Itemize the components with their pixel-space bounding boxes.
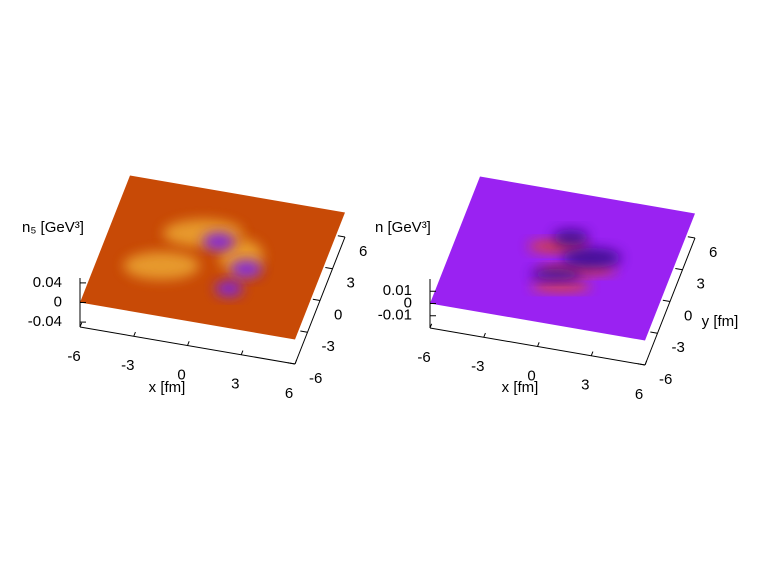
- y-tick-label: -6: [659, 371, 672, 388]
- surface-feature: [214, 280, 243, 297]
- surface: [80, 175, 345, 340]
- surface-feature: [123, 251, 200, 280]
- x-tick: [79, 322, 83, 328]
- y-tick-label: 6: [359, 243, 367, 260]
- y-tick: [687, 236, 696, 239]
- y-tick-label: 6: [709, 244, 717, 261]
- y-tick-label: -3: [322, 338, 335, 355]
- x-tick-label: 0: [527, 367, 535, 384]
- z-tick-label: 0: [404, 294, 412, 311]
- x-tick: [483, 332, 486, 338]
- y-tick-label: 3: [347, 275, 355, 292]
- y-tick-label: 0: [684, 307, 692, 324]
- x-tick-label: -6: [417, 349, 430, 366]
- surface-plane: [80, 175, 345, 340]
- y-tick-label: 0: [334, 306, 342, 323]
- z-tick-label: -0.01: [378, 307, 412, 324]
- y-tick-label: 3: [697, 276, 705, 293]
- x-axis-label: x [fm]: [149, 379, 186, 396]
- x-tick-label: 3: [231, 376, 239, 393]
- x-tick-label: 6: [285, 385, 293, 402]
- surface-features: [123, 219, 264, 297]
- x-tick: [429, 323, 433, 329]
- z-tick-label: -0.04: [28, 313, 62, 330]
- surface: [430, 176, 695, 341]
- surface-feature: [552, 229, 589, 246]
- y-tick: [325, 267, 333, 270]
- surface-feature: [530, 268, 583, 281]
- z-tick-label: 0.04: [33, 274, 62, 291]
- y-tick: [287, 362, 296, 365]
- surface-feature: [202, 232, 235, 251]
- x-axis-label: x [fm]: [502, 379, 539, 396]
- surface-features: [527, 229, 622, 292]
- y-tick: [312, 298, 321, 301]
- y-tick: [300, 330, 308, 333]
- x-tick: [537, 342, 540, 347]
- x-tick: [590, 351, 594, 356]
- x-tick-label: 0: [177, 366, 185, 383]
- x-tick-label: -3: [121, 357, 134, 374]
- x-tick: [644, 360, 648, 366]
- y-tick: [675, 268, 683, 271]
- y-tick: [650, 331, 658, 334]
- x-tick-label: -3: [471, 358, 484, 375]
- surface-feature: [230, 259, 263, 278]
- z-axis-label: n₅ [GeV³]: [22, 219, 84, 236]
- x-tick: [133, 331, 136, 337]
- y-axis-label: y [fm]: [702, 313, 739, 330]
- z-tick-label: 0: [54, 293, 62, 310]
- x-tick: [187, 341, 190, 346]
- y-tick: [662, 299, 671, 302]
- y-tick-label: -6: [309, 370, 322, 387]
- x-tick: [294, 359, 298, 365]
- x-tick-label: 3: [581, 377, 589, 394]
- surface-feature: [561, 247, 622, 268]
- x-tick-label: -6: [67, 348, 80, 365]
- z-axis-label: n [GeV³]: [375, 219, 431, 236]
- x-tick-label: 6: [635, 386, 643, 403]
- z-tick-label: 0.01: [383, 282, 412, 299]
- y-tick-label: -3: [672, 339, 685, 356]
- x-tick: [240, 350, 244, 355]
- y-tick: [337, 235, 346, 238]
- surface-feature: [531, 281, 592, 292]
- y-tick: [637, 363, 646, 366]
